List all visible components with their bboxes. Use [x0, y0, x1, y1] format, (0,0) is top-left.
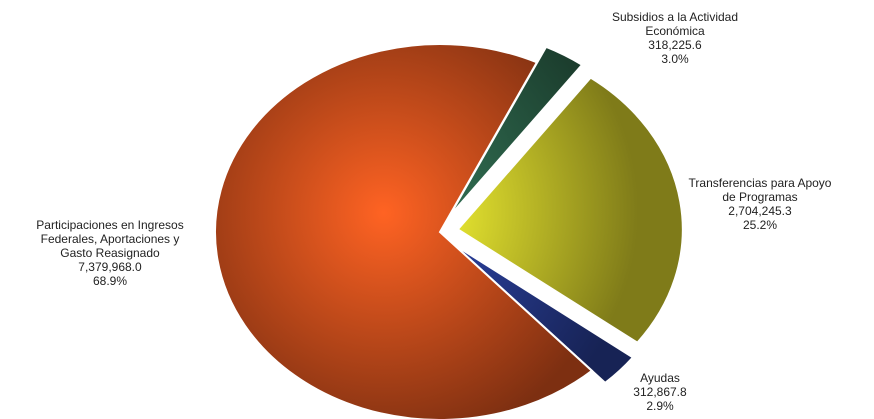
slice-label-line: de Programas	[722, 190, 798, 204]
slice-label-line: Participaciones en Ingresos	[36, 218, 184, 232]
slice-label-ayudas: Ayudas 312,867.8 2.9%	[600, 371, 720, 413]
slice-value: 2,704,245.3	[728, 204, 792, 218]
slice-percent: 68.9%	[92, 274, 128, 288]
slice-label-line: Federales, Aportaciones y	[40, 232, 180, 246]
slice-percent: 25.2%	[742, 218, 778, 232]
slice-label-line: Ayudas	[640, 371, 680, 385]
slice-label-transferencias: Transferencias para Apoyo de Programas 2…	[655, 176, 865, 232]
slice-percent: 2.9%	[646, 399, 674, 413]
slice-value: 318,225.6	[648, 38, 702, 52]
slice-percent: 3.0%	[661, 52, 689, 66]
slice-label-line: Subsidios a la Actividad	[611, 10, 739, 24]
slice-label-line: Gasto Reasignado	[60, 246, 160, 260]
slice-value: 7,379,968.0	[78, 260, 142, 274]
slice-value: 312,867.8	[633, 385, 687, 399]
pie-slice-subsidios	[448, 45, 584, 218]
slice-label-subsidios: Subsidios a la Actividad Económica 318,2…	[560, 10, 790, 66]
slice-label-line: Transferencias para Apoyo	[688, 176, 832, 190]
pie-slice-participaciones	[214, 43, 594, 419]
pie-slice-transferencias	[456, 76, 684, 344]
slice-label-participaciones: Participaciones en Ingresos Federales, A…	[0, 218, 220, 288]
pie-slice-ayudas	[452, 243, 635, 385]
slice-label-line: Económica	[645, 24, 705, 38]
